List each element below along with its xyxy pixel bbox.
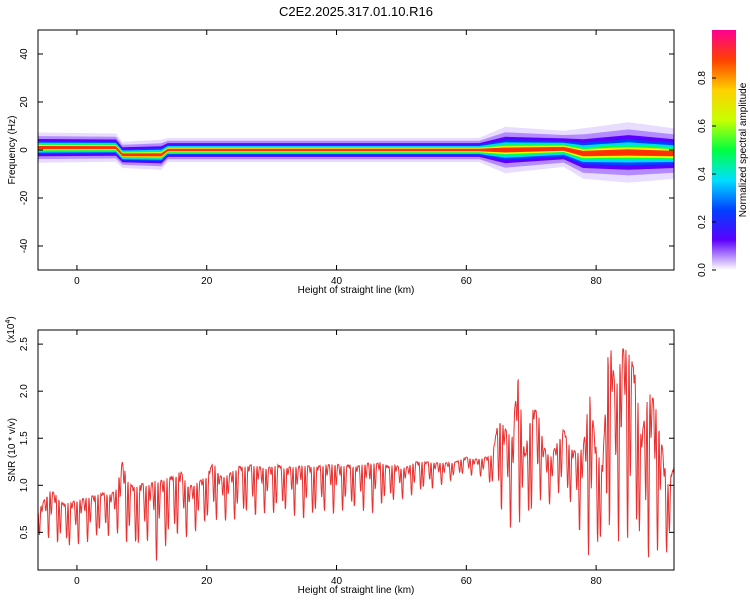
snr-y-tick-label: 2.0 xyxy=(19,384,30,398)
heatmap-x-ticks: 0 20 40 60 80 xyxy=(74,30,602,287)
colorbar-ticks: 0.0 0.2 0.4 0.6 0.8 xyxy=(697,71,716,277)
snr-y-tick-label: 1.5 xyxy=(19,431,30,445)
colorbar-gradient xyxy=(712,30,736,270)
heatmap-y-tick-label: 0 xyxy=(19,147,30,153)
heatmap-y-tick-label: 20 xyxy=(19,96,30,108)
colorbar-label: Normalized spectral amplitude xyxy=(738,82,749,217)
snr-x-tick-label: 20 xyxy=(201,576,213,587)
snr-scale-base: (x10 xyxy=(6,323,17,343)
heatmap-x-tick-label: 60 xyxy=(461,276,473,287)
snr-x-tick-label: 80 xyxy=(591,576,603,587)
colorbar-tick-label: 0.4 xyxy=(697,167,708,181)
colorbar-tick-label: 0.2 xyxy=(697,215,708,229)
snr-y-label: SNR (10 * v/v) xyxy=(7,418,18,482)
snr-x-label: Height of straight line (km) xyxy=(298,585,415,596)
heatmap-x-label: Height of straight line (km) xyxy=(298,285,415,296)
snr-x-tick-label: 60 xyxy=(461,576,473,587)
heatmap-x-tick-label: 20 xyxy=(201,276,213,287)
snr-scale-close: ) xyxy=(6,316,17,319)
figure-title: C2E2.2025.317.01.10.R16 xyxy=(279,4,433,19)
snr-x-tick-label: 40 xyxy=(331,576,343,587)
heatmap-y-tick-label: -20 xyxy=(19,190,30,205)
snr-y-tick-label: 2.5 xyxy=(19,337,30,351)
colorbar-tick-label: 0.8 xyxy=(697,71,708,85)
snr-series xyxy=(38,348,674,561)
heatmap-x-tick-label: 80 xyxy=(591,276,603,287)
heatmap-y-label: Frequency (Hz) xyxy=(7,116,18,185)
snr-panel: 0 20 40 60 80 0.5 1.0 1.5 2.0 2.5 Height of stra… xyxy=(5,316,675,596)
snr-x-tick-label: 0 xyxy=(74,576,80,587)
snr-x-ticks: 0 20 40 60 80 xyxy=(74,330,602,587)
heatmap-ridge xyxy=(38,122,674,183)
colorbar-tick-label: 0.6 xyxy=(697,119,708,133)
heatmap-x-tick-label: 0 xyxy=(74,276,80,287)
heatmap-panel: 0 20 40 60 80 40 20 0 -20 -40 Height of straight… xyxy=(7,29,675,296)
heatmap-y-tick-label: -40 xyxy=(19,238,30,253)
colorbar-tick-label: 0.0 xyxy=(697,263,708,277)
snr-plot-area xyxy=(38,330,674,570)
snr-scale-exponent: 4 xyxy=(5,320,12,324)
colorbar: 0.0 0.2 0.4 0.6 0.8 Normalized spectral ampl… xyxy=(697,30,749,277)
snr-scale-note-text: (x104) xyxy=(5,316,17,343)
heatmap-y-tick-label: 40 xyxy=(19,48,30,60)
ridge-core xyxy=(38,146,674,157)
snr-scale-note: (x104) xyxy=(5,316,17,343)
snr-line xyxy=(38,348,674,561)
snr-y-ticks: 0.5 1.0 1.5 2.0 2.5 xyxy=(19,337,674,539)
heatmap-y-ticks: 40 20 0 -20 -40 xyxy=(19,48,674,253)
heatmap-x-tick-label: 40 xyxy=(331,276,343,287)
snr-frame xyxy=(37,329,675,571)
snr-y-tick-label: 0.5 xyxy=(19,525,30,539)
snr-y-tick-label: 1.0 xyxy=(19,478,30,492)
